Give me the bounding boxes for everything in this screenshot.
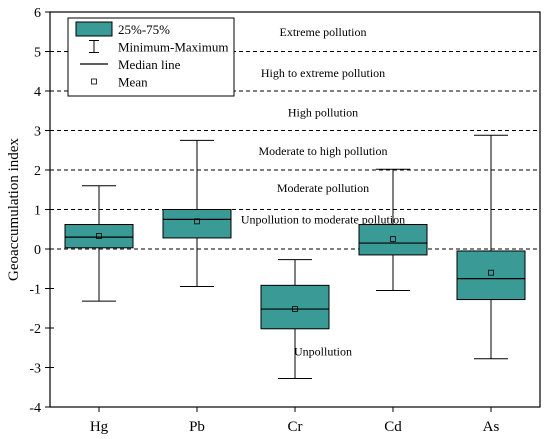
y-tick-label: -2 (29, 322, 41, 337)
mean-marker (488, 269, 494, 276)
y-tick-label: 1 (34, 204, 41, 219)
iqr-box (358, 224, 428, 256)
x-tick-label: Cd (384, 419, 402, 435)
y-tick-label: 3 (34, 125, 41, 140)
legend-mean-swatch (91, 78, 97, 85)
y-tick-label: -3 (29, 362, 41, 377)
x-tick-label: Hg (90, 419, 109, 435)
y-tick-label: 5 (34, 46, 41, 61)
y-tick-label: -4 (29, 401, 41, 416)
mean-marker (96, 233, 102, 239)
iqr-box (64, 224, 134, 249)
zone-label: High pollution (288, 106, 358, 120)
box-series (64, 134, 526, 380)
zone-label: Unpollution to moderate pollution (241, 212, 405, 226)
x-tick-label: Pb (189, 419, 205, 435)
mean-marker (292, 306, 298, 312)
box-cd (358, 168, 428, 291)
y-axis-label: Geoaccumulation index (6, 138, 22, 281)
mean-marker (390, 236, 396, 243)
zone-label: High to extreme pollution (261, 66, 385, 80)
zone-label: Unpollution (294, 345, 352, 359)
x-tick-label: As (483, 419, 500, 435)
legend: 25%-75% Minimum-Maximum Median line Mean (67, 17, 235, 97)
y-tick-label: 0 (34, 243, 41, 258)
zone-label: Moderate to high pollution (259, 144, 388, 158)
box-as (456, 134, 526, 360)
zone-label: Moderate pollution (277, 181, 369, 195)
y-tick-label: 2 (34, 164, 41, 179)
axes: -4 -3 -2 -1 0 1 2 3 4 5 6 Hg Pb Cr Cd As (29, 6, 541, 435)
y-tick-label: 6 (34, 6, 41, 21)
iqr-box (260, 284, 330, 330)
box-pb (162, 139, 232, 288)
legend-label: Mean (118, 75, 148, 90)
legend-box-swatch (75, 21, 113, 37)
threshold-lines (50, 51, 540, 250)
y-tick-label: 4 (34, 85, 41, 100)
y-tick-label: -1 (29, 283, 41, 298)
zone-label: Extreme pollution (280, 25, 367, 39)
legend-label: 25%-75% (118, 22, 170, 37)
legend-label: Minimum-Maximum (118, 40, 229, 55)
mean-marker (194, 218, 200, 225)
zone-labels: Extreme pollution High to extreme polluti… (241, 25, 405, 359)
box-cr (260, 259, 330, 380)
x-tick-label: Cr (288, 419, 303, 435)
legend-label: Median line (118, 57, 181, 72)
box-hg (64, 185, 134, 302)
